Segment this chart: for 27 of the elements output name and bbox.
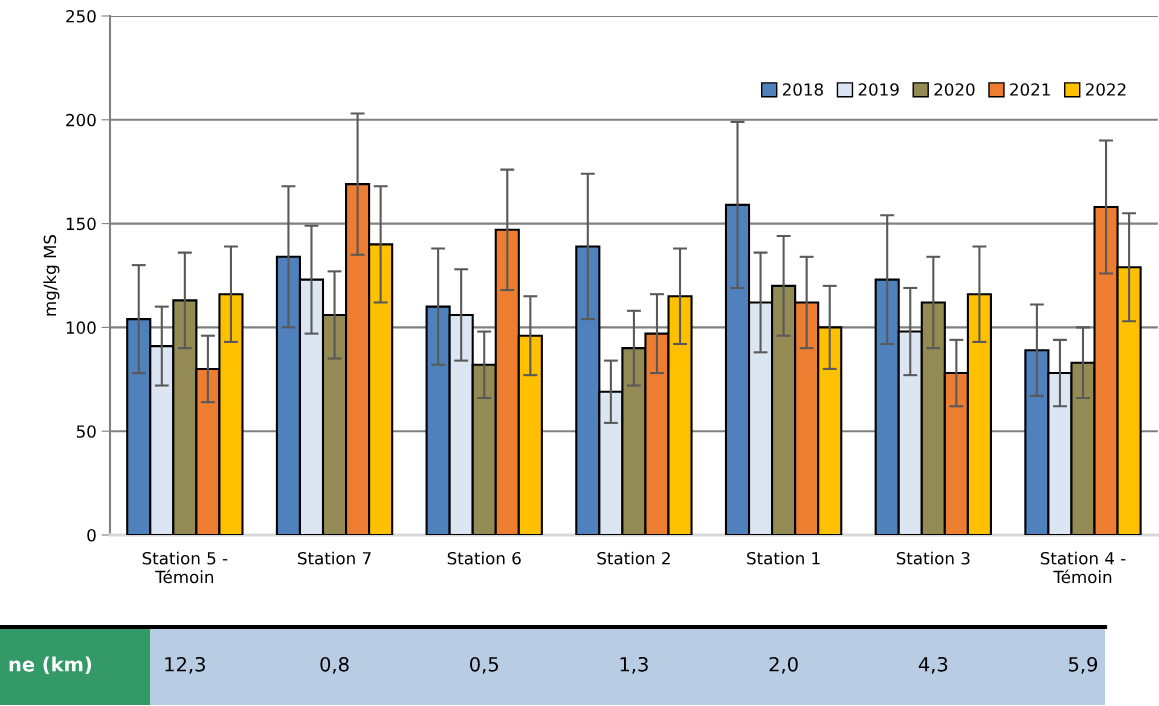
x-tick-label: Station 7 bbox=[298, 551, 371, 565]
legend-label: 2022 bbox=[1085, 83, 1126, 96]
text: 1,3 bbox=[620, 656, 648, 674]
legend-label: 2020 bbox=[934, 83, 975, 96]
x-tick-label: Station 6 bbox=[447, 551, 521, 565]
text: 2,0 bbox=[769, 656, 798, 674]
y-tick-label: 200 bbox=[66, 113, 96, 127]
text: 12,3 bbox=[165, 656, 205, 674]
text: 4,3 bbox=[918, 656, 948, 674]
text: 0,8 bbox=[320, 656, 349, 674]
legend-label: 2018 bbox=[782, 83, 823, 96]
y-tick-label: 150 bbox=[66, 217, 96, 231]
legend-label: 2021 bbox=[1010, 83, 1050, 96]
y-tick-label: 0 bbox=[87, 528, 96, 542]
x-tick-label: Station 4 - Témoin bbox=[1040, 551, 1126, 584]
x-tick-label: Station 1 bbox=[747, 551, 820, 565]
x-tick-label: Station 2 bbox=[597, 551, 670, 565]
text: ne (km) bbox=[9, 656, 92, 674]
x-tick-label: Station 3 bbox=[896, 551, 970, 565]
y-axis-title: mg/kg MS bbox=[43, 234, 60, 316]
text: 5,9 bbox=[1069, 656, 1098, 674]
y-tick-label: 50 bbox=[76, 425, 96, 438]
text: 0,5 bbox=[470, 656, 498, 674]
x-tick-label: Station 5 - Témoin bbox=[142, 551, 228, 584]
y-tick-label: 100 bbox=[66, 321, 96, 334]
legend-label: 2019 bbox=[858, 83, 899, 96]
y-tick-label: 250 bbox=[66, 9, 96, 23]
